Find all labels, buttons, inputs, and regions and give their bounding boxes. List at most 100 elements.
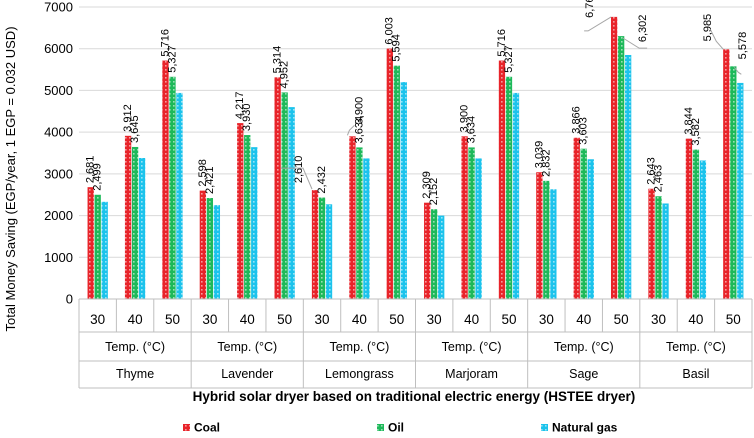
y-tick-label: 7000 xyxy=(44,0,73,15)
bar-oil xyxy=(281,92,288,300)
x-tick-label-temp: 30 xyxy=(90,312,105,327)
bar-natural-gas xyxy=(400,82,407,299)
x-tick-label-temp: 40 xyxy=(352,312,367,327)
bar-coal xyxy=(199,190,207,299)
data-label-coal: 3,039 xyxy=(533,141,545,169)
bar-coal xyxy=(311,190,319,299)
x-tick-label-temp: 50 xyxy=(726,312,741,327)
bar-natural-gas xyxy=(699,160,707,299)
bar-oil xyxy=(318,197,326,299)
leader-line xyxy=(584,16,612,32)
x-tick-label-group: Marjoram xyxy=(445,367,498,381)
bar-coal xyxy=(274,77,281,299)
bar-oil xyxy=(730,66,737,299)
bar-natural-gas xyxy=(101,201,108,299)
y-tick-label: 1000 xyxy=(44,250,73,265)
data-label-coal: 6,003 xyxy=(384,17,396,45)
bar-oil xyxy=(94,194,101,299)
x-tick-label-temp: 30 xyxy=(539,312,554,327)
y-axis-title: Total Money Saving (EGP/year, 1 EGP = 0.… xyxy=(3,26,18,331)
x-tick-label-temp: 30 xyxy=(651,312,666,327)
data-label-coal: 2,598 xyxy=(197,159,209,187)
bar-coal xyxy=(386,48,393,299)
x-tick-label-temp-unit: Temp. (°C) xyxy=(442,340,502,354)
bar-coal xyxy=(124,135,132,299)
bar-natural-gas xyxy=(363,158,370,299)
bar-oil xyxy=(431,209,438,299)
bar-natural-gas xyxy=(438,215,445,299)
y-tick-label: 3000 xyxy=(44,166,73,181)
data-label-coal: 3,844 xyxy=(683,107,695,135)
bar-oil xyxy=(468,147,475,299)
bar-coal xyxy=(424,202,431,299)
data-label-oil: 5,327 xyxy=(166,45,178,73)
x-tick-label-temp: 50 xyxy=(165,312,180,327)
data-label-oil: 3,930 xyxy=(241,104,253,132)
bar-coal xyxy=(237,123,244,300)
data-label-coal: 3,900 xyxy=(353,97,365,125)
bar-oil xyxy=(580,148,587,299)
x-tick-label-temp: 40 xyxy=(576,312,591,327)
data-label-oil: 2,499 xyxy=(92,163,104,191)
y-tick-label: 5000 xyxy=(44,83,73,98)
x-tick-label-temp-unit: Temp. (°C) xyxy=(105,340,165,354)
legend-label-oil: Oil xyxy=(388,421,404,435)
data-label-coal: 6,763 xyxy=(584,0,596,18)
x-tick-label-temp: 50 xyxy=(277,312,292,327)
data-label-coal: 3,912 xyxy=(122,104,134,132)
bar-natural-gas xyxy=(251,147,258,299)
bar-oil xyxy=(393,65,400,299)
bar-oil xyxy=(543,180,550,299)
x-tick-label-temp: 50 xyxy=(501,312,516,327)
x-tick-label-temp-unit: Temp. (°C) xyxy=(666,340,726,354)
bar-natural-gas xyxy=(325,204,333,299)
bar-coal xyxy=(610,16,618,299)
legend-swatch-oil xyxy=(377,424,384,431)
data-label-oil: 2,832 xyxy=(540,149,552,177)
x-tick-label-group: Lavender xyxy=(221,367,273,381)
bar-natural-gas xyxy=(624,54,632,299)
x-tick-label-group: Thyme xyxy=(116,367,154,381)
leader-line xyxy=(709,29,724,50)
x-tick-label-temp: 50 xyxy=(614,312,629,327)
bar-coal xyxy=(162,60,169,299)
x-tick-label-temp: 40 xyxy=(128,312,143,327)
bar-coal xyxy=(573,137,580,299)
legend: Coal Oil Natural gas xyxy=(183,421,618,435)
data-label-coal: 5,716 xyxy=(496,29,508,57)
x-tick-label-temp: 40 xyxy=(240,312,255,327)
legend-swatch-coal xyxy=(183,424,190,431)
data-label-oil: 5,594 xyxy=(391,34,403,62)
bar-coal xyxy=(349,136,356,299)
bar-natural-gas xyxy=(662,203,669,299)
leader-line xyxy=(281,167,313,190)
x-tick-label-group: Basil xyxy=(682,367,709,381)
data-label-oil: 2,152 xyxy=(428,178,440,206)
y-tick-label: 4000 xyxy=(44,125,73,140)
bar-natural-gas xyxy=(176,92,183,299)
data-label-oil: 3,634 xyxy=(353,116,365,144)
bar-coal xyxy=(648,188,655,299)
bar-natural-gas xyxy=(550,189,557,299)
data-label-coal: 2,309 xyxy=(421,171,433,199)
data-label-coal: 5,716 xyxy=(159,29,171,57)
x-tick-label-temp-unit: Temp. (°C) xyxy=(217,340,277,354)
data-label-oil: 4,952 xyxy=(279,61,291,89)
data-label-oil: 5,578 xyxy=(737,32,749,60)
x-axis-title: Hybrid solar dryer based on traditional … xyxy=(193,389,636,404)
leader-line xyxy=(622,37,648,49)
x-tick-label-temp: 50 xyxy=(389,312,404,327)
data-label-oil: 2,432 xyxy=(316,166,328,194)
bar-oil xyxy=(655,196,662,299)
bar-coal xyxy=(685,138,693,299)
x-tick-label-temp-unit: Temp. (°C) xyxy=(329,340,389,354)
y-tick-label: 2000 xyxy=(44,208,73,223)
y-tick-label: 0 xyxy=(66,292,73,307)
data-label-coal: 5,985 xyxy=(702,14,714,42)
legend-swatch-natural-gas xyxy=(541,424,548,431)
data-label-oil: 2,421 xyxy=(204,166,216,194)
bar-natural-gas xyxy=(138,158,146,299)
bar-oil xyxy=(692,149,700,299)
